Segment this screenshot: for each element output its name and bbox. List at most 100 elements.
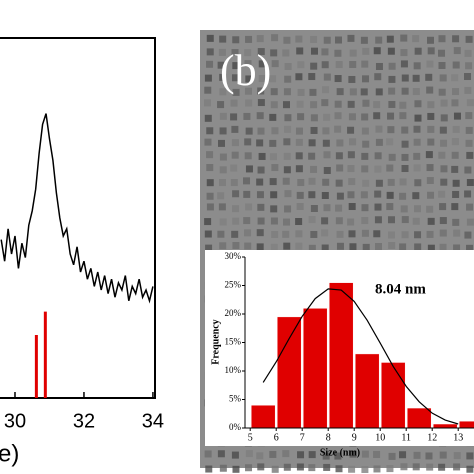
nanoparticle bbox=[387, 47, 395, 55]
nanoparticle bbox=[335, 152, 343, 160]
nanoparticle bbox=[426, 36, 434, 44]
nanoparticle bbox=[295, 152, 303, 160]
nanoparticle bbox=[399, 178, 407, 186]
y-tick-label: 15% bbox=[225, 337, 242, 347]
nanoparticle bbox=[438, 190, 446, 198]
nanoparticle bbox=[295, 127, 303, 135]
nanoparticle bbox=[438, 151, 446, 159]
nanoparticle bbox=[401, 140, 409, 148]
nanoparticle bbox=[361, 165, 369, 173]
nanoparticle bbox=[335, 204, 343, 212]
nanoparticle bbox=[270, 101, 278, 109]
nanoparticle bbox=[231, 230, 239, 238]
histogram-bar bbox=[458, 420, 474, 429]
nanoparticle bbox=[386, 465, 394, 473]
nanoparticle bbox=[452, 35, 460, 43]
nanoparticle bbox=[452, 88, 460, 96]
nanoparticle bbox=[413, 451, 421, 459]
nanoparticle bbox=[336, 192, 344, 200]
nanoparticle bbox=[465, 126, 473, 134]
nanoparticle bbox=[362, 243, 370, 251]
nanoparticle bbox=[466, 465, 474, 473]
nanoparticle bbox=[257, 127, 265, 135]
histogram-bar bbox=[302, 308, 328, 429]
nanoparticle bbox=[308, 244, 316, 252]
nanoparticle bbox=[283, 463, 291, 471]
nanoparticle bbox=[360, 36, 368, 44]
nanoparticle bbox=[426, 230, 434, 238]
nanoparticle bbox=[204, 138, 212, 146]
nanoparticle bbox=[297, 88, 305, 96]
nanoparticle bbox=[245, 165, 253, 173]
nanoparticle bbox=[375, 88, 383, 96]
nanoparticle bbox=[451, 138, 459, 146]
nanoparticle bbox=[400, 463, 408, 471]
nanoparticle bbox=[206, 179, 214, 187]
nanoparticle bbox=[205, 465, 213, 473]
nanoparticle bbox=[336, 88, 344, 96]
nanoparticle bbox=[374, 203, 382, 211]
nanoparticle bbox=[425, 73, 433, 81]
nanoparticle bbox=[348, 75, 356, 83]
nanoparticle bbox=[323, 113, 331, 121]
nanoparticle bbox=[347, 126, 355, 134]
nanoparticle bbox=[244, 60, 252, 68]
nanoparticle bbox=[310, 47, 318, 55]
nanoparticle bbox=[464, 73, 472, 81]
nanoparticle bbox=[400, 60, 408, 68]
nanoparticle bbox=[401, 216, 409, 224]
nanoparticle bbox=[271, 34, 279, 42]
nanoparticle bbox=[453, 463, 461, 471]
nanoparticle bbox=[269, 450, 277, 458]
nanoparticle bbox=[270, 217, 278, 225]
nanoparticle bbox=[414, 205, 422, 213]
nanoparticle bbox=[412, 74, 420, 82]
nanoparticle bbox=[321, 61, 329, 69]
nanoparticle bbox=[219, 218, 227, 226]
nanoparticle bbox=[270, 191, 278, 199]
nanoparticle bbox=[297, 61, 305, 69]
nanoparticle bbox=[243, 177, 251, 185]
nanoparticle bbox=[256, 191, 264, 199]
nanoparticle bbox=[204, 99, 212, 107]
nanoparticle bbox=[362, 75, 370, 83]
nanoparticle bbox=[271, 60, 279, 68]
nanoparticle bbox=[361, 217, 369, 225]
nanoparticle bbox=[218, 139, 226, 147]
nanoparticle bbox=[217, 450, 225, 458]
nanoparticle bbox=[438, 463, 446, 471]
nanoparticle bbox=[219, 127, 227, 135]
nanoparticle bbox=[335, 179, 343, 187]
nanoparticle bbox=[373, 101, 381, 109]
nanoparticle bbox=[439, 203, 447, 211]
nanoparticle bbox=[244, 49, 252, 57]
nanoparticle bbox=[349, 49, 357, 57]
nanoparticle bbox=[296, 47, 304, 55]
nanoparticle bbox=[204, 86, 212, 94]
nanoparticle bbox=[204, 74, 212, 82]
nanoparticle bbox=[374, 190, 382, 198]
nanoparticle bbox=[349, 88, 357, 96]
nanoparticle bbox=[269, 178, 277, 186]
nanoparticle bbox=[386, 35, 394, 43]
nanoparticle bbox=[414, 231, 422, 239]
nanoparticle bbox=[348, 178, 356, 186]
nanoparticle bbox=[439, 451, 447, 459]
nanoparticle bbox=[271, 127, 279, 135]
nanoparticle bbox=[464, 49, 472, 57]
nanoparticle bbox=[244, 229, 252, 237]
nanoparticle bbox=[348, 203, 356, 211]
nanoparticle bbox=[256, 35, 264, 43]
nanoparticle bbox=[388, 242, 396, 250]
nanoparticle bbox=[412, 35, 420, 43]
nanoparticle bbox=[271, 465, 279, 473]
nanoparticle bbox=[362, 140, 370, 148]
nanoparticle bbox=[348, 113, 356, 121]
x-tick-label: 7 bbox=[300, 432, 305, 443]
nanoparticle bbox=[323, 36, 331, 44]
nanoparticle bbox=[296, 100, 304, 108]
nanoparticle bbox=[412, 217, 420, 225]
nanoparticle bbox=[310, 114, 318, 122]
nanoparticle bbox=[412, 88, 420, 96]
nanoparticle bbox=[321, 99, 329, 107]
